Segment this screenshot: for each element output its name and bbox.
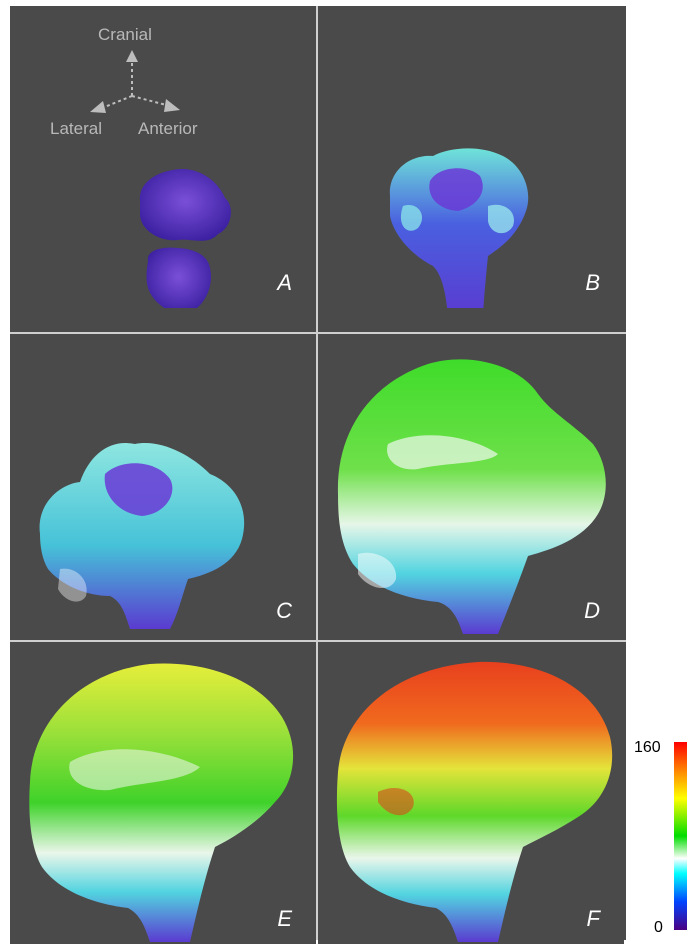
panel-d-label: D (584, 598, 600, 623)
panel-b: B (318, 6, 624, 308)
panel-c: C (10, 334, 316, 636)
figure-grid: Cranial Lateral Anterior A B (10, 6, 626, 944)
panel-f: F (318, 642, 624, 944)
panel-a: Cranial Lateral Anterior A (10, 6, 316, 308)
colorbar (674, 742, 687, 930)
vertical-divider (316, 6, 318, 940)
brain-render-f (336, 661, 613, 942)
panel-a-label: A (277, 270, 292, 295)
brain-render-e (29, 663, 294, 942)
brain-render-c (39, 443, 245, 629)
cranial-label: Cranial (98, 25, 152, 44)
colorbar-max-label: 160 (634, 739, 661, 756)
brain-render-a (90, 50, 231, 308)
panel-d: D (318, 334, 624, 636)
panel-e-label: E (277, 906, 292, 931)
brain-render-d (337, 359, 606, 634)
horizontal-divider-2 (10, 640, 626, 642)
horizontal-divider-1 (10, 332, 626, 334)
colorbar-min-label: 0 (654, 919, 663, 936)
lateral-label: Lateral (50, 119, 102, 138)
anterior-label: Anterior (138, 119, 198, 138)
brain-render-b (389, 148, 529, 308)
panel-e: E (10, 642, 316, 944)
panel-c-label: C (276, 598, 292, 623)
panel-b-label: B (585, 270, 600, 295)
panel-f-label: F (586, 906, 600, 931)
